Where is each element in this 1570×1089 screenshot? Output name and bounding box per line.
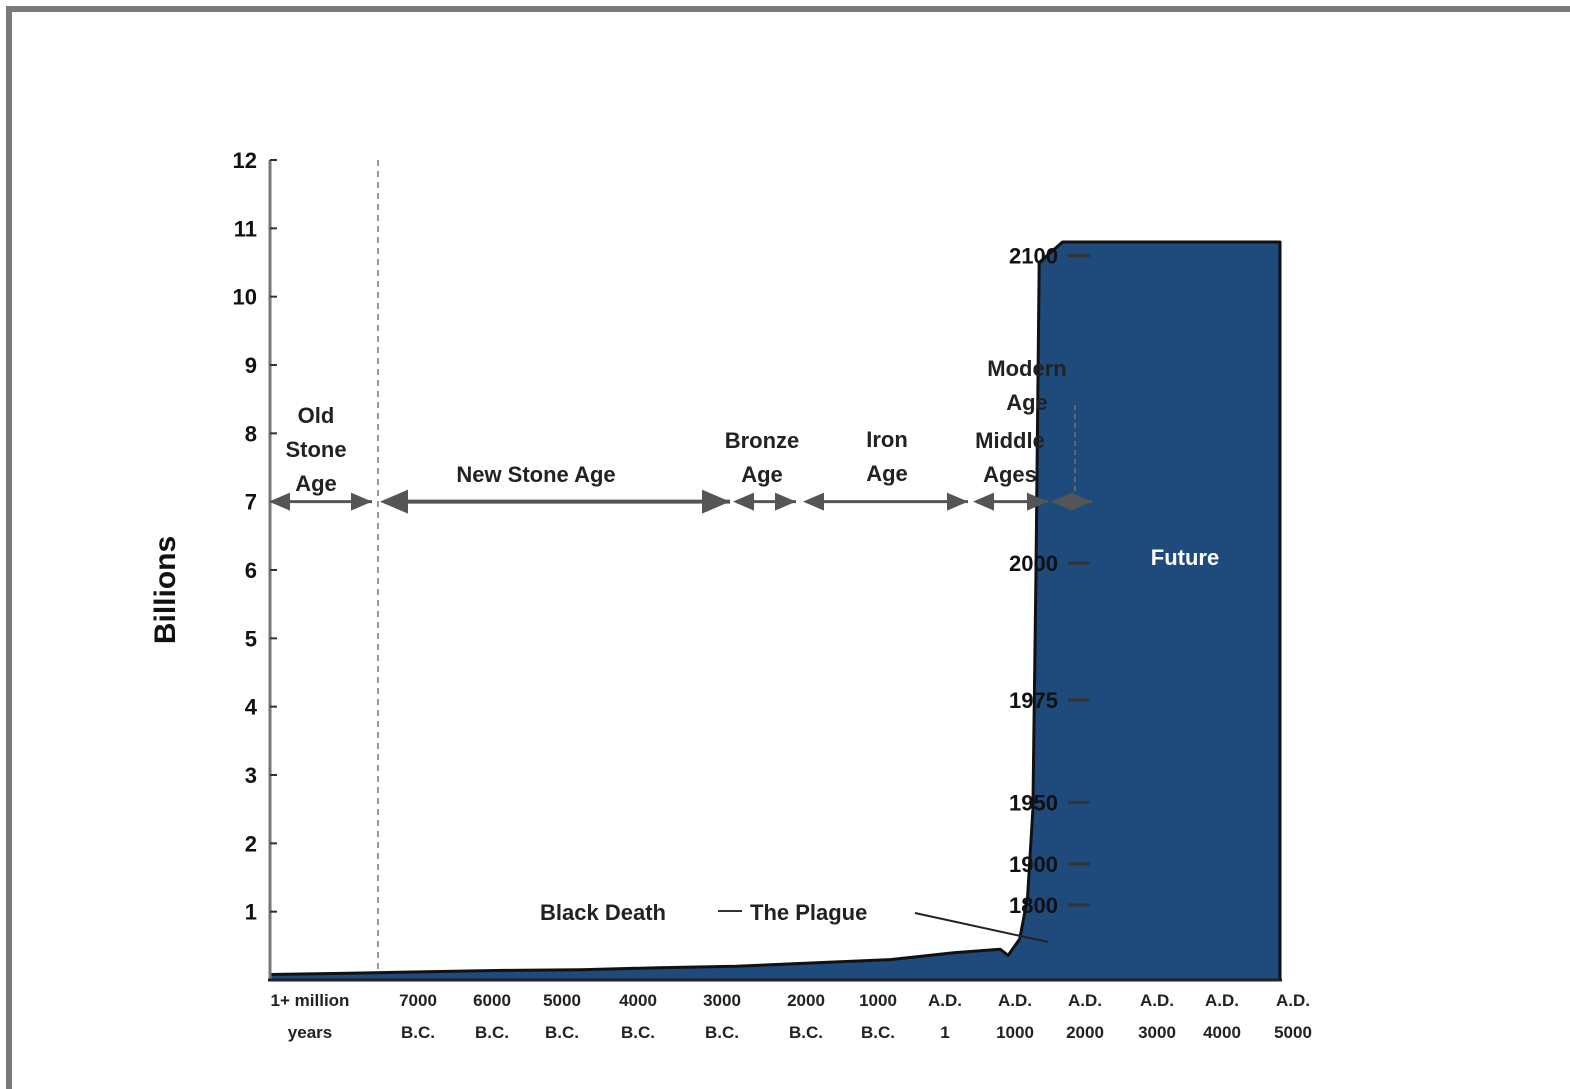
era-label-line: Old: [298, 403, 335, 428]
era-label-line: Middle: [975, 428, 1045, 453]
window-frame: [6, 6, 1570, 1089]
x-tick-label: 5000 B.C.: [543, 991, 581, 1042]
x-tick-label: A.D. 1: [928, 991, 962, 1042]
x-tick-label: 1+ million years: [271, 991, 350, 1042]
x-tick-line2: 2000: [1066, 1023, 1104, 1042]
x-tick-line1: A.D.: [1068, 991, 1102, 1010]
era-label: Iron Age: [866, 427, 908, 486]
date-marker-label: 1975: [1009, 688, 1058, 713]
x-tick-line2: 1: [940, 1023, 949, 1042]
x-tick-line1: A.D.: [1140, 991, 1174, 1010]
x-tick-line1: 1+ million: [271, 991, 350, 1010]
x-tick-line2: B.C.: [401, 1023, 435, 1042]
x-tick-label: 4000 B.C.: [619, 991, 657, 1042]
y-tick-label: 10: [233, 285, 257, 310]
era-label-line: Age: [1006, 390, 1048, 415]
x-tick-line1: 7000: [399, 991, 437, 1010]
era-label: Bronze Age: [725, 428, 800, 487]
y-tick-label: 9: [245, 353, 257, 378]
x-tick-line2: B.C.: [861, 1023, 895, 1042]
era-timeline: Old Stone Age New Stone Age Bronze Age Iron Age…: [269, 356, 1092, 514]
x-tick-label: A.D. 5000: [1274, 991, 1312, 1042]
x-tick-label: 3000 B.C.: [703, 991, 741, 1042]
x-tick-line1: 1000: [859, 991, 897, 1010]
era-label-line: Modern: [987, 356, 1066, 381]
x-tick-label: A.D. 4000: [1203, 991, 1241, 1042]
x-tick-line2: B.C.: [475, 1023, 509, 1042]
population-area-layer: [268, 240, 1282, 982]
x-tick-line1: 6000: [473, 991, 511, 1010]
x-tick-line2: 4000: [1203, 1023, 1241, 1042]
y-tick-label: 6: [245, 558, 257, 583]
era-label: New Stone Age: [456, 462, 615, 487]
x-tick-line2: 3000: [1138, 1023, 1176, 1042]
era-label: Modern Age: [987, 356, 1066, 415]
date-marker-label: 1900: [1009, 852, 1058, 877]
x-tick-line1: A.D.: [1276, 991, 1310, 1010]
black-death-label: Black Death: [540, 900, 666, 925]
plague-pointer: [914, 912, 1049, 943]
x-tick-label: A.D. 2000: [1066, 991, 1104, 1042]
x-tick-line2: 1000: [996, 1023, 1034, 1042]
x-tick-line1: 2000: [787, 991, 825, 1010]
era-label-line: Age: [295, 471, 337, 496]
era-label-line: Stone: [285, 437, 346, 462]
x-tick-line1: 4000: [619, 991, 657, 1010]
era-label-line: Ages: [983, 462, 1037, 487]
x-tick-line1: A.D.: [1205, 991, 1239, 1010]
y-tick-label: 4: [245, 695, 258, 720]
y-tick-label: 7: [245, 490, 257, 515]
series-area-0: [268, 240, 1282, 982]
date-marker-label: 1800: [1009, 893, 1058, 918]
x-tick-line2: years: [288, 1023, 332, 1042]
x-tick-label: A.D. 3000: [1138, 991, 1176, 1042]
y-axis-label: Billions: [149, 536, 182, 644]
date-marker-label: 2000: [1009, 551, 1058, 576]
y-tick-label: 1: [245, 900, 257, 925]
x-tick-label: A.D. 1000: [996, 991, 1034, 1042]
y-tick-label: 8: [245, 421, 257, 446]
date-marker-label: 1950: [1009, 790, 1058, 815]
x-tick-line2: B.C.: [705, 1023, 739, 1042]
x-tick-line2: B.C.: [621, 1023, 655, 1042]
x-tick-line1: 5000: [543, 991, 581, 1010]
y-tick-label: 12: [233, 148, 257, 173]
era-label: Middle Ages: [975, 428, 1045, 487]
x-tick-line1: A.D.: [998, 991, 1032, 1010]
x-tick-label: 2000 B.C.: [787, 991, 825, 1042]
y-tick-label: 5: [245, 626, 257, 651]
era-label-line: Iron: [866, 427, 908, 452]
x-tick-line2: B.C.: [545, 1023, 579, 1042]
x-tick-label: 7000 B.C.: [399, 991, 437, 1042]
x-tick-line2: 5000: [1274, 1023, 1312, 1042]
era-label-line: New Stone Age: [456, 462, 615, 487]
era-label-line: Age: [866, 461, 908, 486]
y-tick-label: 2: [245, 831, 257, 856]
era-label-line: Age: [741, 462, 783, 487]
x-tick-line1: A.D.: [928, 991, 962, 1010]
era-label: Old Stone Age: [285, 403, 346, 496]
x-tick-line1: 3000: [703, 991, 741, 1010]
x-tick-line2: B.C.: [789, 1023, 823, 1042]
plague-label: The Plague: [750, 900, 867, 925]
future-label: Future: [1151, 545, 1219, 570]
y-tick-label: 11: [234, 216, 257, 241]
date-marker-label: 2100: [1009, 244, 1058, 269]
date-markers: 1800 1900 1950 1975 2000 2100: [1009, 244, 1090, 918]
x-tick-label: 6000 B.C.: [473, 991, 511, 1042]
era-label-line: Bronze: [725, 428, 800, 453]
x-tick-label: 1000 B.C.: [859, 991, 897, 1042]
y-tick-label: 3: [245, 763, 257, 788]
